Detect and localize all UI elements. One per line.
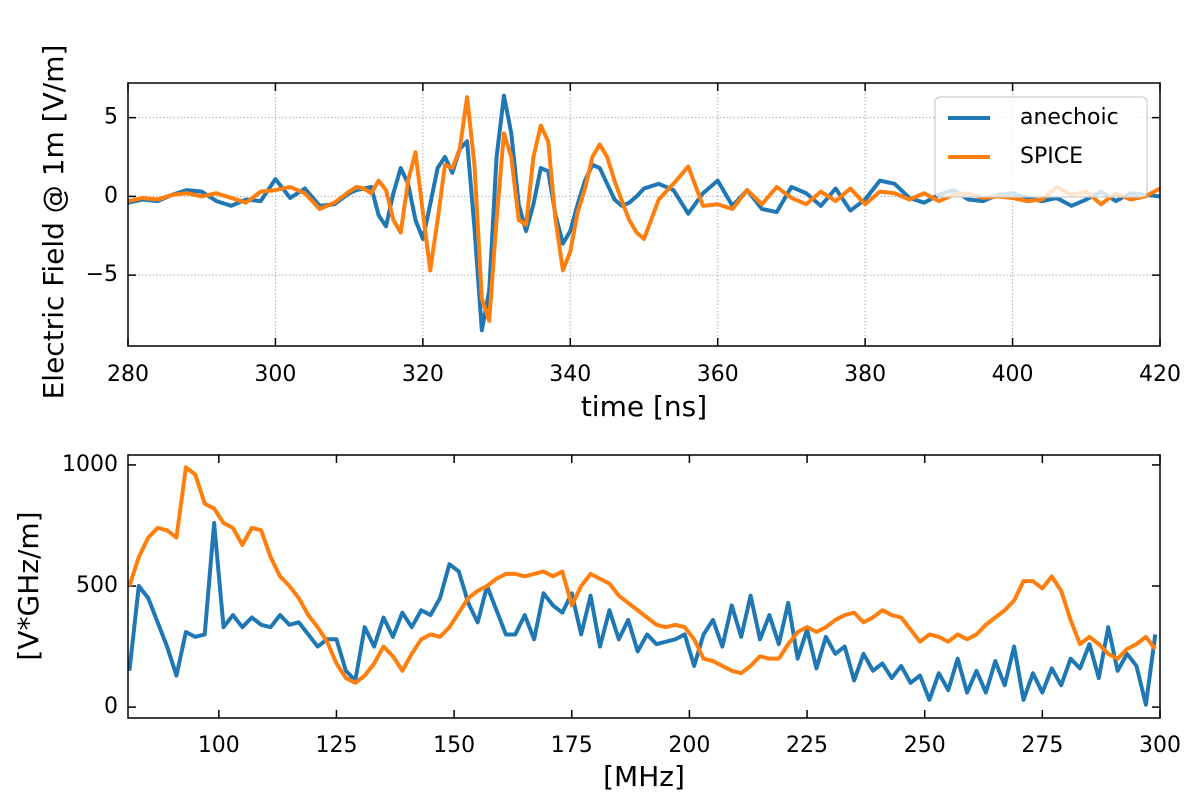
x-tick-label: 340: [549, 362, 591, 387]
x-tick-label: 100: [198, 733, 240, 758]
axes-frame: [127, 82, 1161, 347]
y-tick-label: 500: [76, 573, 118, 598]
y-tick-label: 1000: [62, 452, 118, 477]
legend-label: anechoic: [1020, 105, 1119, 130]
subplot: 100 125 150 175 200 225 250 275 300 0 500 1000 [MHz]…: [12, 452, 1181, 793]
subplot: 280 300 320 340 360 380 400 420 −5 0 5 time [ns] Ele…: [37, 45, 1181, 423]
x-tick-label: 400: [992, 362, 1034, 387]
x-tick-label: 175: [551, 733, 593, 758]
series-line: [128, 521, 1158, 707]
legend-label: SPICE: [1020, 144, 1083, 169]
x-tick-label: 200: [668, 733, 710, 758]
series-line: [128, 95, 1160, 323]
x-tick-label: 280: [107, 362, 149, 387]
x-tick-label: 380: [844, 362, 886, 387]
y-axis-label: [V*GHz/m]: [12, 511, 45, 660]
axes-frame: [127, 454, 1161, 719]
x-tick-label: 225: [786, 733, 828, 758]
x-tick-label: 320: [402, 362, 444, 387]
x-tick-label: 250: [904, 733, 946, 758]
y-tick-label: 0: [104, 694, 118, 719]
x-tick-label: 125: [315, 733, 357, 758]
y-axis-label: Electric Field @ 1m [V/m]: [37, 45, 70, 400]
legend-box: [934, 96, 1148, 198]
x-axis-label: [MHz]: [603, 760, 685, 793]
y-tick-label: −5: [86, 262, 118, 287]
x-axis-label: time [ns]: [581, 390, 707, 423]
series-line: [128, 465, 1157, 685]
x-tick-label: 150: [433, 733, 475, 758]
x-tick-label: 360: [697, 362, 739, 387]
y-tick-label: 0: [104, 183, 118, 208]
x-tick-label: 420: [1139, 362, 1181, 387]
legend: anechoic SPICE: [934, 96, 1148, 198]
x-tick-label: 300: [1139, 733, 1181, 758]
x-tick-label: 275: [1021, 733, 1063, 758]
x-tick-label: 300: [254, 362, 296, 387]
y-tick-label: 5: [104, 105, 118, 130]
